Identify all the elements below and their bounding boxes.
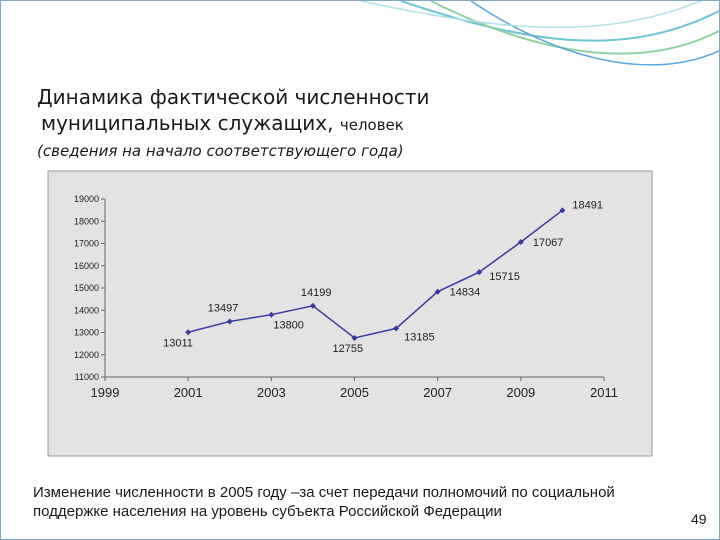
title-line-1: Динамика фактической численности — [37, 85, 430, 109]
marker — [309, 302, 316, 309]
data-label: 15715 — [489, 271, 520, 283]
y-tick-label: 19000 — [74, 194, 99, 204]
marker — [434, 288, 441, 295]
data-label: 13497 — [208, 302, 239, 314]
data-label: 17067 — [533, 237, 564, 249]
data-label: 13800 — [273, 320, 304, 332]
title-unit: человек — [339, 116, 404, 134]
subtitle: (сведения на начало соответствующего год… — [37, 142, 404, 160]
y-tick-label: 12000 — [74, 350, 99, 360]
data-label: 18491 — [572, 199, 603, 211]
x-tick-label: 1999 — [91, 385, 120, 400]
marker — [517, 239, 524, 246]
data-line — [187, 209, 563, 339]
data-label: 14199 — [301, 287, 332, 299]
note: Изменение численности в 2005 году –за сч… — [33, 484, 615, 520]
y-tick-label: 17000 — [74, 239, 99, 249]
y-tick-label: 13000 — [74, 328, 99, 338]
page-number: 49 — [691, 511, 707, 527]
y-tick-label: 14000 — [74, 305, 99, 315]
y-tick-label: 15000 — [74, 283, 99, 293]
y-tick-label: 18000 — [74, 216, 99, 226]
x-tick-label: 2001 — [174, 385, 203, 400]
x-tick-label: 2009 — [506, 385, 535, 400]
data-label: 13011 — [163, 337, 193, 349]
marker — [268, 311, 275, 318]
x-tick-label: 2003 — [257, 385, 286, 400]
x-tick-label: 2007 — [423, 385, 452, 400]
marker — [559, 207, 566, 214]
data-label: 14834 — [450, 287, 481, 299]
marker — [351, 334, 358, 341]
data-label: 13185 — [404, 331, 435, 343]
marker — [226, 318, 233, 325]
y-tick-label: 16000 — [74, 261, 99, 271]
chart-area — [47, 170, 653, 457]
data-label: 12755 — [333, 343, 364, 355]
chart: 11000 12000 13000 14000 15000 16000 17000 18000… — [47, 170, 653, 457]
decoration — [360, 1, 719, 66]
x-tick-label: 2005 — [340, 385, 369, 400]
y-tick-label: 11000 — [75, 372, 99, 382]
marker — [393, 325, 400, 332]
marker — [476, 269, 483, 276]
x-tick-label: 2011 — [590, 385, 618, 400]
title-line-2-main: муниципальных служащих, — [41, 111, 334, 135]
marker — [185, 329, 192, 336]
title-line-2: муниципальных служащих, человек — [41, 111, 404, 135]
